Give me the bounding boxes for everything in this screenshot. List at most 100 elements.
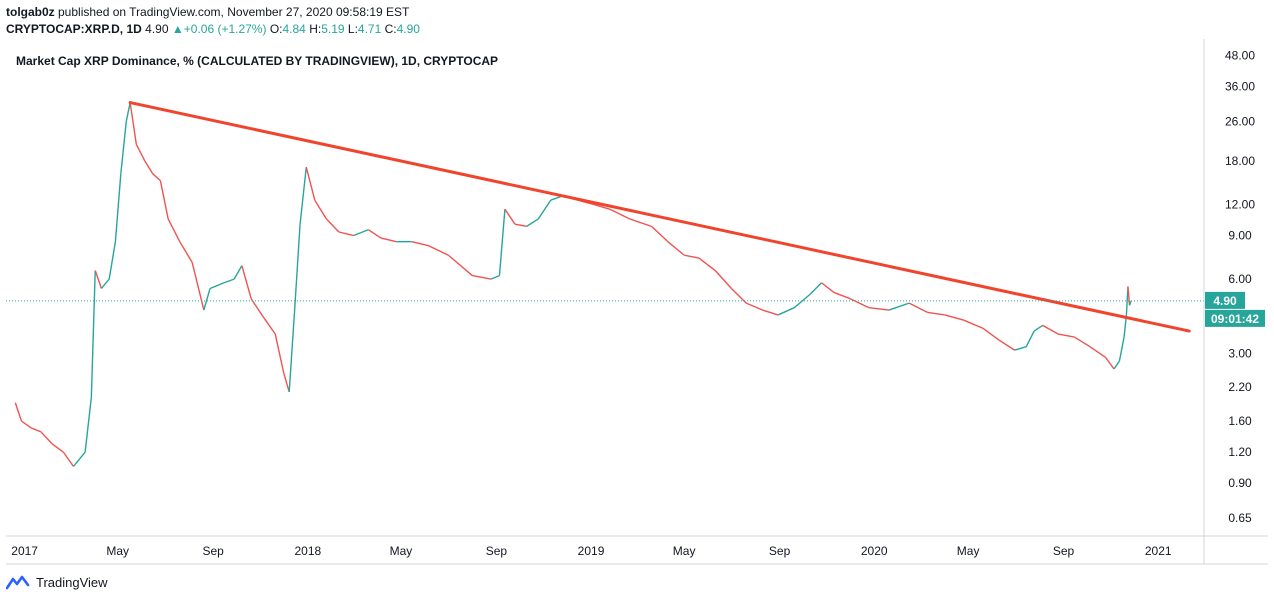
series-segment [793,293,811,309]
series-segment [135,144,146,162]
series-segment [90,270,96,398]
series-segment [537,199,552,220]
y-tick-label: 1.20 [1228,445,1252,459]
series-segment [1113,360,1121,370]
series-segment [125,102,131,122]
publish-text: published on TradingView.com, November 2… [54,5,410,19]
series-segment [367,229,382,239]
series-segment [698,257,716,272]
series-segment [209,282,225,290]
series-segment [223,278,235,284]
series-segment [1089,346,1106,358]
series-segment [1025,330,1035,348]
open-label: O: [269,22,283,36]
x-tick-label: Sep [769,544,791,558]
series-segment [84,397,93,453]
series-segment [684,254,700,259]
series-segment [1014,346,1027,351]
high-value: 5.19 [321,22,345,36]
publish-line: tolgab0z published on TradingView.com, N… [6,4,420,20]
chart-title: Market Cap XRP Dominance, % (CALCULATED … [16,54,498,68]
x-tick-label: 2020 [861,544,888,558]
x-tick-label: May [673,544,696,558]
series-segment [62,451,75,467]
series-segment [108,241,117,280]
x-axis[interactable]: 2017 May Sep 2018 May Sep 2019 May Sep 2020 May Sep… [11,544,1172,558]
y-tick-label: 12.00 [1225,198,1255,212]
series-segment [1074,336,1091,348]
series-segment [1033,324,1043,332]
x-tick-label: Sep [202,544,224,558]
x-tick-label: May [106,544,129,558]
last-value: 4.90 [145,22,169,36]
x-tick-label: 2021 [1145,544,1172,558]
series-segment [609,208,631,220]
author-name[interactable]: tolgab0z [6,5,55,19]
series-segment [504,208,516,225]
series-segment [514,223,527,228]
y-tick-label: 6.00 [1228,272,1252,286]
countdown-label: 09:01:42 [1211,312,1259,326]
x-tick-label: Sep [1053,544,1075,558]
series-segment [762,309,779,316]
footer[interactable]: TradingView [6,574,108,590]
series-segment [191,262,205,311]
series-segment [72,451,86,467]
countdown-badge [1205,309,1265,327]
series-segment [179,241,193,263]
series-segment [730,287,747,304]
price-labels: 4.90 09:01:42 [1205,291,1265,327]
series-segment [1128,300,1132,306]
series-segment [233,265,243,280]
series-segment [283,373,290,393]
trend-layer [128,101,1191,333]
series-segment [651,225,669,243]
low-value: 4.71 [357,22,382,36]
y-tick-label: 36.00 [1225,79,1255,93]
series-segment [833,291,851,300]
series-segment [745,302,763,311]
series-segment [427,244,449,256]
chart-header: tolgab0z published on TradingView.com, N… [6,4,420,37]
tradingview-brand[interactable]: TradingView [36,574,108,590]
series-segment [490,274,500,280]
series-segment [982,327,1000,341]
trendline[interactable] [128,101,1191,333]
series-segment [667,241,685,256]
y-axis[interactable]: 48.00 36.00 26.00 18.00 12.00 9.00 6.00 3.00 2.2… [1225,49,1255,525]
y-tick-label: 9.00 [1228,229,1252,243]
series-segment [498,209,506,276]
series-segment [31,427,42,433]
series-segment [998,339,1016,351]
series-segment [1127,286,1131,306]
series-segment [159,180,169,220]
open-value: 4.84 [282,22,306,36]
y-tick-label: 3.00 [1228,347,1252,361]
series-segment [353,229,369,237]
series-segment [868,306,890,311]
series-segment [963,319,984,329]
series-segment [167,218,181,242]
y-tick-label: 0.65 [1228,511,1252,525]
x-tick-label: 2018 [294,544,321,558]
x-tick-label: 2017 [11,544,38,558]
series-segment [714,270,732,289]
series-segment [338,231,354,237]
series-segment [263,317,276,335]
series-segment [821,282,835,294]
series-segment [114,173,122,242]
series-segment [305,166,316,201]
series-segment [380,237,397,243]
series-segment [299,167,307,225]
x-tick-label: May [390,544,413,558]
plot-area[interactable] [6,39,1204,536]
y-tick-label: 26.00 [1225,114,1255,128]
series-segment [120,121,127,174]
close-label: C: [384,22,397,36]
series-segment [1118,336,1125,362]
symbol-label: CRYPTOCAP:XRP.D, 1D [6,22,142,36]
series-segment [325,218,340,233]
series-segment [849,298,870,309]
tradingview-logo-icon [6,575,30,590]
